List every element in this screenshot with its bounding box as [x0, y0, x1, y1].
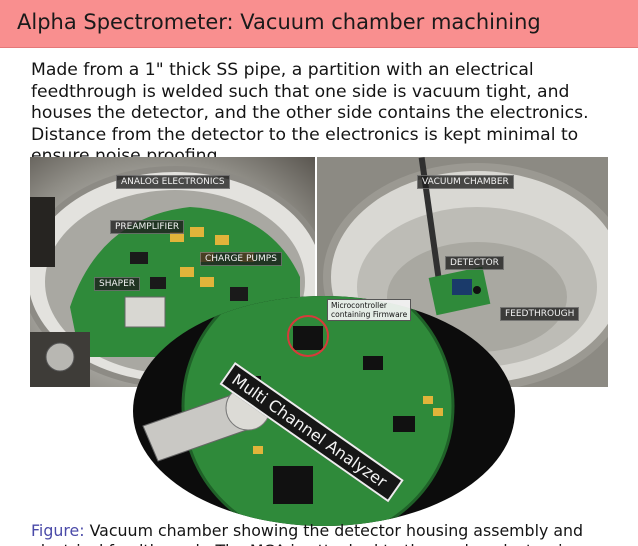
figure-caption-text: Vacuum chamber showing the detector hous…	[31, 521, 584, 546]
photo-mca-board	[133, 296, 515, 526]
label-charge-pumps: CHARGE PUMPS	[200, 252, 282, 266]
label-analog-electronics: ANALOG ELECTRONICS	[116, 175, 230, 189]
label-microcontroller-line1: Microcontroller	[331, 301, 387, 310]
label-vacuum-chamber: VACUUM CHAMBER	[417, 175, 514, 189]
label-shaper: SHAPER	[94, 277, 141, 291]
figure-caption-label: Figure:	[31, 521, 85, 540]
body-paragraph: Made from a 1" thick SS pipe, a partitio…	[31, 60, 589, 166]
label-microcontroller-line2: containing Firmware	[331, 310, 408, 319]
photo-mca-board-drawing	[134, 296, 514, 526]
label-detector: DETECTOR	[445, 256, 504, 270]
figure-caption: Figure: Vacuum chamber showing the detec…	[31, 521, 621, 546]
title-bar: Alpha Spectrometer: Vacuum chamber machi…	[0, 0, 638, 48]
label-feedthrough: FEEDTHROUGH	[500, 307, 580, 321]
label-preamplifier: PREAMPLIFIER	[110, 220, 185, 234]
label-microcontroller: Microcontroller containing Firmware	[327, 299, 412, 321]
slide-title: Alpha Spectrometer: Vacuum chamber machi…	[17, 10, 541, 34]
